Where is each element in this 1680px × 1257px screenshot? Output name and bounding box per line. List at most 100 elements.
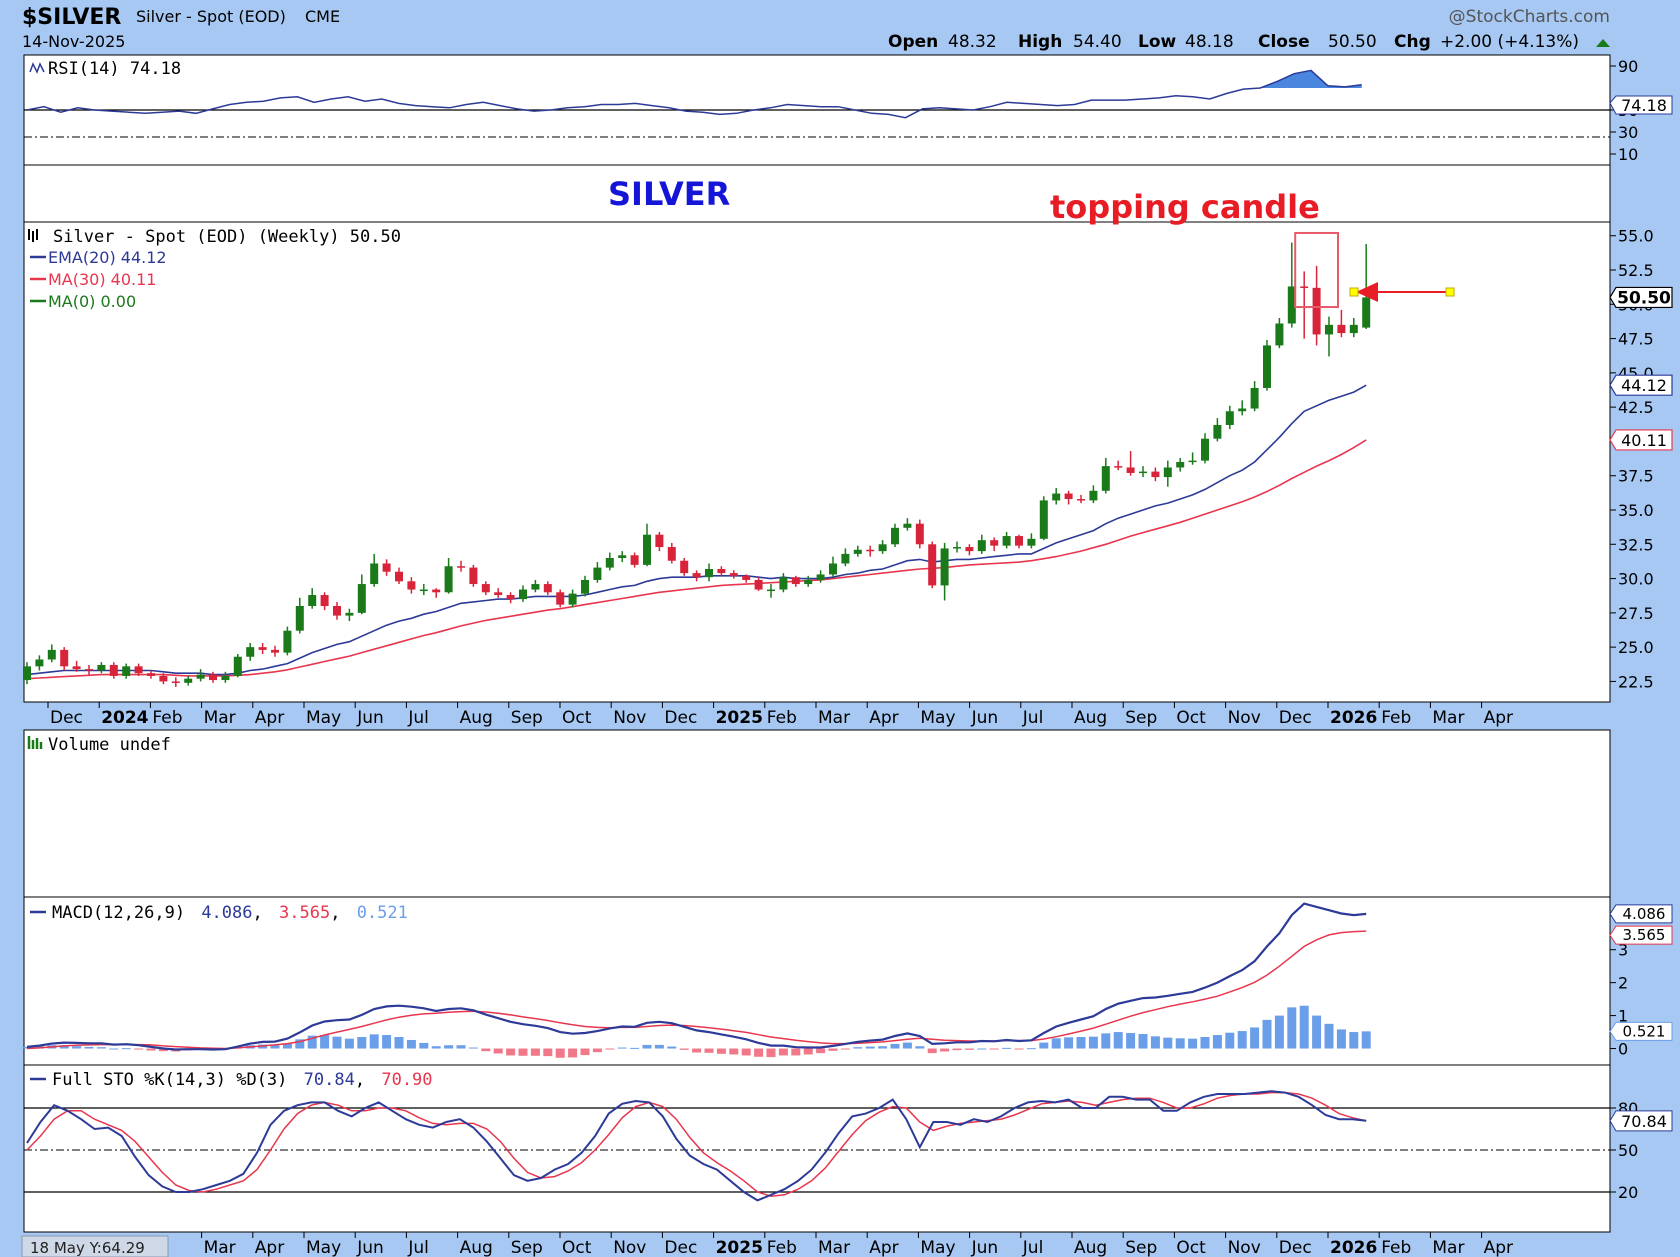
x-axis-label: May [920, 708, 955, 728]
candle [791, 575, 800, 587]
candle [1263, 339, 1271, 391]
x-axis-label: Dec [664, 708, 697, 728]
candle [1349, 318, 1358, 338]
macd-hist-bar [59, 1045, 69, 1049]
candle-body [1139, 471, 1147, 474]
candle-body [85, 669, 93, 671]
x-axis-label: Jul [1022, 708, 1044, 728]
candle [605, 552, 614, 571]
macd-hist-bar [840, 1048, 850, 1050]
candle [1275, 318, 1284, 349]
macd-hist-bar [282, 1043, 292, 1049]
price-markers: 50.50 44.12 40.11 [1609, 286, 1673, 451]
candle [779, 573, 788, 593]
candle [1027, 533, 1036, 549]
candle-body [1077, 499, 1085, 501]
candle [742, 574, 751, 583]
rsi-overbought-fill [1260, 70, 1362, 88]
sto-panel [23, 1064, 1611, 1233]
candle [97, 662, 106, 674]
candle-body [841, 553, 850, 564]
macd-hist-bar [344, 1038, 354, 1049]
candle [345, 608, 354, 622]
x-axis-label: Mar [818, 1238, 850, 1257]
macd-legend-prefix: MACD(12,26,9) [52, 903, 185, 923]
x-axis-label: Mar [1432, 1238, 1464, 1257]
candle-body [1052, 493, 1061, 501]
x-axis-label: Mar [818, 708, 850, 728]
macd-hist-bar [1039, 1042, 1049, 1049]
candle-body [1225, 411, 1234, 425]
candle-body [556, 592, 565, 605]
macd-hist-bar [555, 1048, 565, 1058]
candle-body [1263, 345, 1271, 388]
candle [171, 677, 180, 687]
arrow-handle-start[interactable] [1349, 287, 1359, 297]
candle-body [692, 573, 701, 578]
macd-hist-bar [940, 1048, 950, 1052]
candle-body [159, 675, 168, 682]
candle-body [457, 566, 465, 568]
candle-body [97, 664, 106, 671]
candle [233, 654, 242, 678]
candle [915, 519, 924, 549]
x-axis-label: 2025 [716, 708, 763, 728]
x-axis-label: Sep [511, 708, 543, 728]
candle [1077, 494, 1085, 504]
candle [903, 518, 912, 531]
candle-body [705, 568, 713, 578]
rsi-tick-label: 30 [1618, 123, 1638, 142]
volume-panel [23, 729, 1611, 898]
candle-body [221, 675, 230, 681]
candle [60, 647, 69, 671]
candle [85, 664, 93, 675]
candle [667, 542, 676, 564]
candle [1089, 485, 1098, 504]
candle-body [122, 666, 131, 676]
candle-body [1064, 493, 1073, 500]
x-axis-label: Oct [1176, 708, 1206, 728]
x-axis-label: 2026 [1330, 1238, 1377, 1257]
candle-body [829, 563, 837, 575]
macd-hist-bar [729, 1048, 739, 1055]
candle [419, 584, 428, 596]
x-axis-label: Sep [1125, 708, 1157, 728]
candle-body [419, 589, 428, 592]
candle-body [395, 571, 403, 582]
x-axis-label: Nov [613, 708, 646, 728]
candle [1213, 418, 1222, 442]
candle [196, 669, 205, 682]
macd-hist-bar [766, 1048, 776, 1058]
x-axis-label: Aug [460, 1238, 493, 1257]
volume-legend-icon [27, 736, 43, 749]
candle [395, 567, 403, 585]
candle [630, 552, 639, 568]
hist-marker-label: 0.521 [1623, 1022, 1666, 1040]
macd-hist-bar [431, 1046, 441, 1049]
macd-hist-bar [1312, 1015, 1322, 1049]
candle-body [618, 555, 627, 558]
x-axis-label: 2025 [716, 1238, 763, 1257]
macd-hist-bar [270, 1045, 280, 1049]
macd-hist-bar [679, 1048, 689, 1050]
candle [1201, 433, 1209, 464]
candle-body [209, 674, 217, 681]
candle-body [1275, 323, 1284, 346]
arrow-handle-end[interactable] [1445, 287, 1455, 297]
macd-hist-bar [1212, 1035, 1222, 1049]
macd-legend-value: 4.086 [201, 903, 252, 923]
price-tick-label: 55.0 [1618, 227, 1654, 246]
macd-hist-bar [468, 1047, 478, 1049]
x-axis-label: Apr [255, 708, 284, 728]
sto-d-line [26, 1091, 1367, 1197]
macd-legend-signal: 3.565 [279, 903, 330, 923]
macd-marker-label: 4.086 [1623, 905, 1666, 923]
macd-hist-bar [890, 1043, 900, 1049]
macd-hist-bar [1076, 1037, 1086, 1049]
candle-body [940, 548, 949, 586]
candle-body [1349, 324, 1358, 334]
candle [1325, 316, 1333, 357]
candle-body [891, 527, 899, 545]
rsi-tick-label: 10 [1618, 145, 1638, 164]
candle [816, 570, 825, 583]
